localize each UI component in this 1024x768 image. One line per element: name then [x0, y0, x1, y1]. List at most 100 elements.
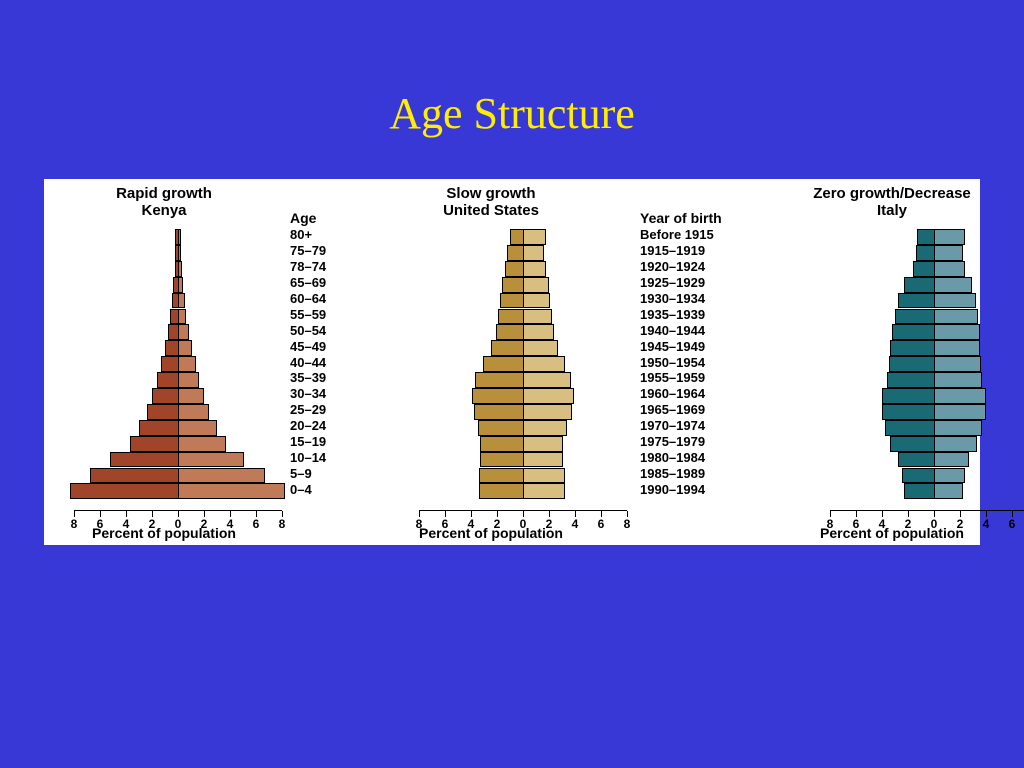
age-bar-row	[744, 309, 1024, 325]
age-label: 55–59	[290, 308, 350, 324]
age-bar-row	[348, 436, 634, 452]
age-bar-row	[44, 420, 284, 436]
age-bar-row	[348, 261, 634, 277]
pyramid-kenya	[44, 229, 284, 499]
year-of-birth-label: Before 1915	[640, 228, 748, 244]
bar-right	[934, 372, 982, 388]
year-of-birth-label: 1925–1929	[640, 276, 748, 292]
bar-right	[178, 340, 192, 356]
bar-left	[70, 483, 178, 499]
bar-right	[523, 261, 546, 277]
slide-title: Age Structure	[0, 0, 1024, 179]
age-bar-row	[44, 436, 284, 452]
panel-title-italy: Zero growth/Decrease Italy	[744, 185, 1024, 220]
age-bar-row	[44, 261, 284, 277]
x-axis-label-kenya: Percent of population	[44, 525, 284, 541]
year-of-birth-label: 1950–1954	[640, 356, 748, 372]
age-bar-row	[744, 420, 1024, 436]
bar-left	[898, 293, 934, 309]
age-label: 0–4	[290, 483, 350, 499]
panel-title-usa: Slow growth United States	[348, 185, 634, 220]
pyramid-panel-italy: Zero growth/Decrease Italy 864202468 Per…	[744, 179, 1024, 545]
age-bar-row	[44, 388, 284, 404]
bar-right	[523, 229, 546, 245]
bar-right	[523, 483, 565, 499]
bar-right	[523, 293, 550, 309]
age-bar-row	[44, 483, 284, 499]
bar-right	[934, 388, 986, 404]
bar-left	[168, 324, 178, 340]
age-label: 78–74	[290, 260, 350, 276]
yob-column-header: Year of birth	[640, 211, 748, 228]
bar-left	[90, 468, 178, 484]
age-bar-row	[44, 468, 284, 484]
age-bar-row	[348, 483, 634, 499]
bar-right	[178, 229, 181, 245]
age-bar-row	[348, 293, 634, 309]
bar-left	[480, 452, 523, 468]
age-bar-row	[348, 452, 634, 468]
bar-right	[178, 483, 285, 499]
pyramid-usa	[348, 229, 634, 499]
bar-left	[480, 436, 523, 452]
age-label: 40–44	[290, 356, 350, 372]
bar-left	[904, 483, 934, 499]
age-label: 50–54	[290, 324, 350, 340]
x-axis-usa: 864202468	[419, 510, 627, 511]
bar-left	[510, 229, 523, 245]
age-bar-row	[348, 277, 634, 293]
year-of-birth-label: 1920–1924	[640, 260, 748, 276]
bar-left	[474, 404, 523, 420]
bar-right	[178, 261, 182, 277]
bar-right	[178, 293, 185, 309]
bar-right	[934, 404, 986, 420]
age-label: 15–19	[290, 435, 350, 451]
pyramid-panel-usa: Slow growth United States 864202468 Perc…	[348, 179, 634, 545]
bar-left	[491, 340, 524, 356]
bar-left	[110, 452, 178, 468]
bar-right	[934, 356, 981, 372]
year-of-birth-label: 1930–1934	[640, 292, 748, 308]
bar-left	[139, 420, 178, 436]
bar-left	[496, 324, 523, 340]
year-of-birth-label: 1915–1919	[640, 244, 748, 260]
x-axis-label-italy: Percent of population	[744, 525, 1024, 541]
bar-right	[934, 245, 963, 261]
age-bar-row	[44, 452, 284, 468]
bar-left	[475, 372, 523, 388]
age-bar-row	[744, 404, 1024, 420]
x-axis-italy: 864202468	[830, 510, 1024, 511]
age-column-header: Age	[290, 211, 350, 228]
age-label: 45–49	[290, 340, 350, 356]
pyramid-panel-kenya: Rapid growth Kenya 864202468 Percent of …	[44, 179, 284, 545]
age-bar-row	[348, 229, 634, 245]
bar-left	[483, 356, 523, 372]
bar-left	[895, 309, 934, 325]
bar-right	[523, 340, 558, 356]
age-bar-row	[348, 356, 634, 372]
bar-left	[505, 261, 523, 277]
age-labels-column: Age 80+75–7978–7465–6960–6455–5950–5445–…	[290, 211, 350, 499]
bar-right	[523, 468, 565, 484]
bar-right	[178, 309, 186, 325]
bar-right	[178, 356, 196, 372]
age-label: 35–39	[290, 371, 350, 387]
age-bar-row	[744, 229, 1024, 245]
year-of-birth-column: Year of birth Before 19151915–19191920–1…	[640, 211, 748, 499]
x-axis-label-usa: Percent of population	[348, 525, 634, 541]
bar-right	[178, 372, 199, 388]
year-of-birth-label: 1935–1939	[640, 308, 748, 324]
bar-left	[917, 229, 934, 245]
age-bar-row	[744, 245, 1024, 261]
bar-right	[178, 388, 204, 404]
age-bar-row	[348, 388, 634, 404]
bar-right	[178, 404, 209, 420]
year-of-birth-label: 1965–1969	[640, 403, 748, 419]
bar-right	[934, 468, 965, 484]
age-bar-row	[744, 452, 1024, 468]
year-of-birth-label: 1970–1974	[640, 419, 748, 435]
bar-left	[885, 420, 934, 436]
bar-right	[934, 324, 980, 340]
bar-right	[934, 261, 965, 277]
bar-left	[916, 245, 934, 261]
